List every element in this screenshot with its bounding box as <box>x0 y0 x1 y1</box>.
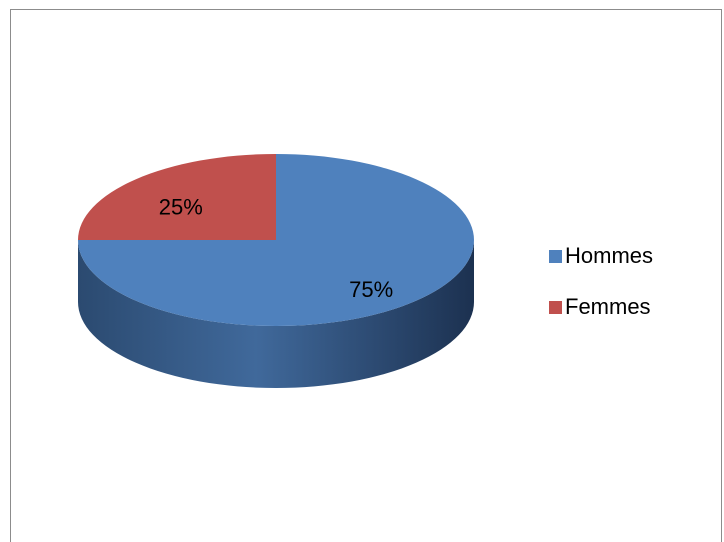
legend-swatch <box>549 301 562 314</box>
data-label: 25% <box>159 194 203 219</box>
data-label: 75% <box>349 277 393 302</box>
legend-label: Femmes <box>565 294 651 319</box>
legend-label: Hommes <box>565 243 653 268</box>
legend-swatch <box>549 250 562 263</box>
slice <box>78 154 276 240</box>
slice-side <box>78 240 474 388</box>
